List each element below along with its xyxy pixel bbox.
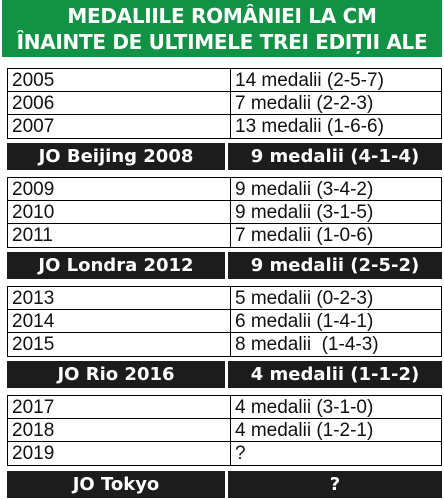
- medals-cell: ?: [235, 443, 246, 464]
- table-row: 2007 13 medalii (1-6-6): [8, 115, 441, 138]
- table-row: 2005 14 medalii (2-5-7): [8, 69, 441, 92]
- table-title: MEDALIILE ROMÂNIEI LA CM ÎNAINTE DE ULTI…: [2, 0, 442, 80]
- world-championships-2017-2019: 2017 4 medalii (3-1-0) 2018 4 medalii (1…: [7, 395, 442, 466]
- year-cell: 2010: [8, 201, 231, 223]
- world-championships-2013-2015: 2013 5 medalii (0-2-3) 2014 6 medalii (1…: [7, 286, 442, 357]
- olympics-medals: 4 medalii (1-1-2): [250, 364, 420, 385]
- medals-cell: 4 medalii (1-2-1): [235, 420, 374, 441]
- year-cell: 2007: [8, 115, 231, 138]
- medals-cell: 9 medalii (3-1-5): [235, 202, 374, 223]
- table-row: 2010 9 medalii (3-1-5): [8, 201, 441, 224]
- year-cell: 2019: [8, 442, 231, 465]
- medals-cell: 9 medalii (3-4-2): [235, 179, 374, 200]
- table-row: 2017 4 medalii (3-1-0): [8, 396, 441, 419]
- olympics-row-londra: JO Londra 2012 9 medalii (2-5-2): [7, 252, 442, 279]
- olympics-event: JO Londra 2012: [7, 252, 228, 279]
- medals-cell: 14 medalii (2-5-7): [235, 70, 384, 91]
- medals-cell: 7 medalii (1-0-6): [235, 225, 374, 246]
- year-cell: 2011: [8, 224, 231, 247]
- table-row: 2019 ?: [8, 442, 441, 465]
- world-championships-2009-2011: 2009 9 medalii (3-4-2) 2010 9 medalii (3…: [7, 177, 442, 248]
- table-row: 2015 8 medalii (1-4-3): [8, 333, 441, 356]
- year-cell: 2013: [8, 287, 231, 309]
- table-row: 2018 4 medalii (1-2-1): [8, 419, 441, 442]
- medals-cell: 6 medalii (1-4-1): [235, 311, 374, 332]
- olympics-event: JO Rio 2016: [7, 361, 228, 388]
- olympics-event: JO Tokyo: [7, 471, 228, 498]
- olympics-row-rio: JO Rio 2016 4 medalii (1-1-2): [7, 361, 442, 388]
- year-cell: 2005: [8, 69, 231, 91]
- table-row: 2013 5 medalii (0-2-3): [8, 287, 441, 310]
- olympics-row-tokyo: JO Tokyo ?: [7, 471, 442, 498]
- year-cell: 2015: [8, 333, 231, 356]
- medals-cell: 13 medalii (1-6-6): [235, 116, 384, 137]
- table-row: 2011 7 medalii (1-0-6): [8, 224, 441, 247]
- olympics-medals: 9 medalii (2-5-2): [250, 255, 420, 276]
- table-row: 2014 6 medalii (1-4-1): [8, 310, 441, 333]
- medals-cell: 8 medalii (1-4-3): [235, 334, 379, 355]
- year-cell: 2006: [8, 92, 231, 114]
- olympics-row-beijing: JO Beijing 2008 9 medalii (4-1-4): [7, 143, 442, 170]
- olympics-medals: 9 medalii (4-1-4): [250, 146, 420, 167]
- olympics-event: JO Beijing 2008: [7, 143, 228, 170]
- medals-cell: 5 medalii (0-2-3): [235, 288, 374, 309]
- year-cell: 2014: [8, 310, 231, 332]
- table-row: 2009 9 medalii (3-4-2): [8, 178, 441, 201]
- medals-cell: 4 medalii (3-1-0): [235, 397, 374, 418]
- medals-cell: 7 medalii (2-2-3): [235, 93, 374, 114]
- title-line-1: MEDALIILE ROMÂNIEI LA CM: [67, 4, 377, 28]
- year-cell: 2017: [8, 396, 231, 418]
- year-cell: 2009: [8, 178, 231, 200]
- world-championships-2005-2007: 2005 14 medalii (2-5-7) 2006 7 medalii (…: [7, 68, 442, 139]
- olympics-medals: ?: [329, 474, 341, 495]
- year-cell: 2018: [8, 419, 231, 441]
- table-row: 2006 7 medalii (2-2-3): [8, 92, 441, 115]
